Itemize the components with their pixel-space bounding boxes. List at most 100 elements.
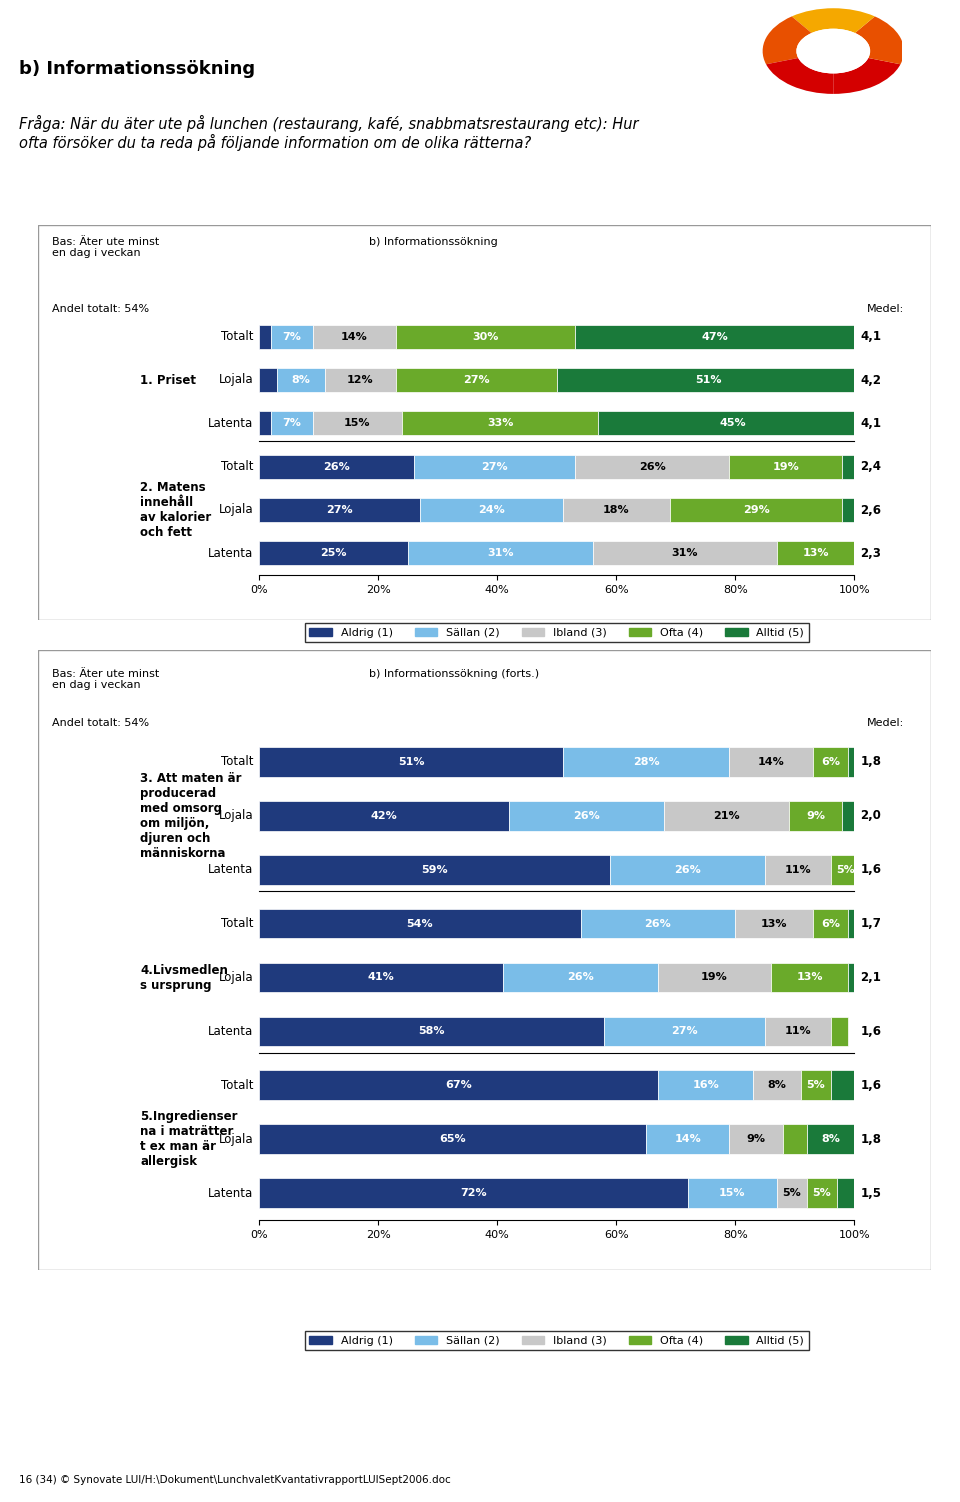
Text: Totalt: Totalt bbox=[221, 460, 253, 473]
Text: 14%: 14% bbox=[341, 332, 368, 341]
Bar bbox=[277, 368, 324, 392]
Text: 5%: 5% bbox=[806, 1080, 825, 1090]
Text: 1,7: 1,7 bbox=[860, 918, 881, 930]
Text: 4,1: 4,1 bbox=[860, 418, 881, 430]
Text: Lojala: Lojala bbox=[219, 374, 253, 386]
Bar bbox=[830, 1017, 849, 1047]
Text: 67%: 67% bbox=[445, 1080, 472, 1090]
Text: 15%: 15% bbox=[719, 1188, 746, 1199]
Text: 33%: 33% bbox=[487, 419, 514, 428]
Bar bbox=[259, 1125, 646, 1154]
Text: 4,2: 4,2 bbox=[860, 374, 881, 386]
Text: 26%: 26% bbox=[324, 461, 350, 472]
Bar bbox=[730, 1125, 783, 1154]
Text: 9%: 9% bbox=[747, 1134, 766, 1145]
Bar bbox=[271, 412, 313, 436]
Bar bbox=[259, 963, 503, 993]
Text: Medel:: Medel: bbox=[867, 303, 904, 314]
Bar bbox=[259, 412, 271, 436]
Bar bbox=[605, 1017, 765, 1047]
Bar bbox=[259, 909, 581, 939]
Text: 7%: 7% bbox=[282, 419, 301, 428]
Text: Lojala: Lojala bbox=[219, 503, 253, 517]
Text: 9%: 9% bbox=[806, 811, 826, 820]
Text: 28%: 28% bbox=[633, 757, 660, 768]
Text: 11%: 11% bbox=[784, 1026, 811, 1036]
Legend: Aldrig (1), Sällan (2), Ibland (3), Ofta (4), Alltid (5): Aldrig (1), Sällan (2), Ibland (3), Ofta… bbox=[305, 623, 808, 643]
Text: 26%: 26% bbox=[644, 919, 671, 928]
Text: 12%: 12% bbox=[348, 376, 373, 385]
Circle shape bbox=[797, 29, 870, 74]
Bar bbox=[414, 455, 575, 479]
Bar bbox=[765, 1017, 830, 1047]
Legend: Aldrig (1), Sällan (2), Ibland (3), Ofta (4), Alltid (5): Aldrig (1), Sällan (2), Ibland (3), Ofta… bbox=[305, 1331, 808, 1350]
Text: 1,8: 1,8 bbox=[860, 1133, 881, 1146]
Bar bbox=[509, 801, 664, 831]
Bar bbox=[849, 909, 860, 939]
Bar bbox=[843, 455, 854, 479]
Text: Fråga: När du äter ute på lunchen (restaurang, kafé, snabbmatsrestaurang etc): H: Fråga: När du äter ute på lunchen (resta… bbox=[19, 114, 638, 152]
Text: 15%: 15% bbox=[344, 419, 371, 428]
Bar bbox=[836, 1178, 854, 1208]
Bar bbox=[324, 368, 396, 392]
Text: 2,6: 2,6 bbox=[860, 503, 881, 517]
Text: Bas: Äter ute minst
en dag i veckan: Bas: Äter ute minst en dag i veckan bbox=[52, 237, 159, 258]
Text: 65%: 65% bbox=[440, 1134, 466, 1145]
Bar bbox=[259, 801, 509, 831]
Text: 3. Att maten är
producerad
med omsorg
om miljön,
djuren och
människorna: 3. Att maten är producerad med omsorg om… bbox=[140, 772, 242, 859]
Text: b) Informationssökning: b) Informationssökning bbox=[369, 237, 497, 246]
Bar bbox=[765, 855, 830, 885]
Text: 5.Ingredienser
na i maträtter
t ex man är
allergisk: 5.Ingredienser na i maträtter t ex man ä… bbox=[140, 1110, 238, 1169]
Text: 2. Matens
innehåll
av kalorier
och fett: 2. Matens innehåll av kalorier och fett bbox=[140, 481, 211, 539]
Bar bbox=[598, 412, 866, 436]
Wedge shape bbox=[792, 8, 875, 33]
Bar bbox=[396, 324, 575, 348]
Text: 45%: 45% bbox=[719, 419, 746, 428]
Wedge shape bbox=[855, 17, 904, 65]
Bar bbox=[503, 963, 658, 993]
Bar bbox=[854, 541, 860, 565]
Text: 8%: 8% bbox=[292, 376, 310, 385]
Text: 31%: 31% bbox=[487, 548, 514, 559]
Wedge shape bbox=[833, 59, 900, 95]
Bar bbox=[563, 499, 670, 521]
Text: 1,6: 1,6 bbox=[860, 1078, 881, 1092]
Text: 27%: 27% bbox=[326, 505, 353, 515]
Text: Totalt: Totalt bbox=[221, 330, 253, 342]
Bar bbox=[259, 855, 611, 885]
Bar bbox=[843, 499, 860, 521]
Bar bbox=[735, 909, 813, 939]
Text: 2,1: 2,1 bbox=[860, 970, 881, 984]
Text: 54%: 54% bbox=[407, 919, 433, 928]
Bar bbox=[271, 324, 313, 348]
Bar bbox=[754, 1071, 801, 1099]
Bar bbox=[557, 368, 860, 392]
Text: 5%: 5% bbox=[836, 865, 854, 874]
Text: 1,8: 1,8 bbox=[860, 756, 881, 769]
Text: b) Informationssökning: b) Informationssökning bbox=[19, 60, 255, 78]
Bar bbox=[664, 801, 789, 831]
Text: 26%: 26% bbox=[573, 811, 600, 820]
Text: 16 (34) © Synovate LUI/H:\Dokument\LunchvaletKvantativrapportLUISept2006.doc: 16 (34) © Synovate LUI/H:\Dokument\Lunch… bbox=[19, 1475, 451, 1485]
Text: 4.Livsmedlen
s ursprung: 4.Livsmedlen s ursprung bbox=[140, 963, 228, 991]
Text: 5%: 5% bbox=[782, 1188, 802, 1199]
Text: 8%: 8% bbox=[768, 1080, 786, 1090]
Text: 72%: 72% bbox=[460, 1188, 487, 1199]
Bar bbox=[849, 963, 854, 993]
Text: 8%: 8% bbox=[821, 1134, 840, 1145]
Bar bbox=[259, 541, 408, 565]
Text: 47%: 47% bbox=[701, 332, 728, 341]
Bar bbox=[420, 499, 563, 521]
Text: 18%: 18% bbox=[603, 505, 630, 515]
Bar bbox=[259, 368, 277, 392]
Text: 1,6: 1,6 bbox=[860, 1024, 881, 1038]
Bar bbox=[830, 1071, 854, 1099]
Text: Andel totalt: 54%: Andel totalt: 54% bbox=[52, 718, 149, 728]
Bar bbox=[813, 746, 849, 777]
Bar bbox=[563, 746, 730, 777]
Text: Andel totalt: 54%: Andel totalt: 54% bbox=[52, 303, 149, 314]
Text: 26%: 26% bbox=[674, 865, 701, 874]
Bar bbox=[806, 1125, 854, 1154]
Text: 27%: 27% bbox=[463, 376, 490, 385]
Bar bbox=[259, 455, 414, 479]
